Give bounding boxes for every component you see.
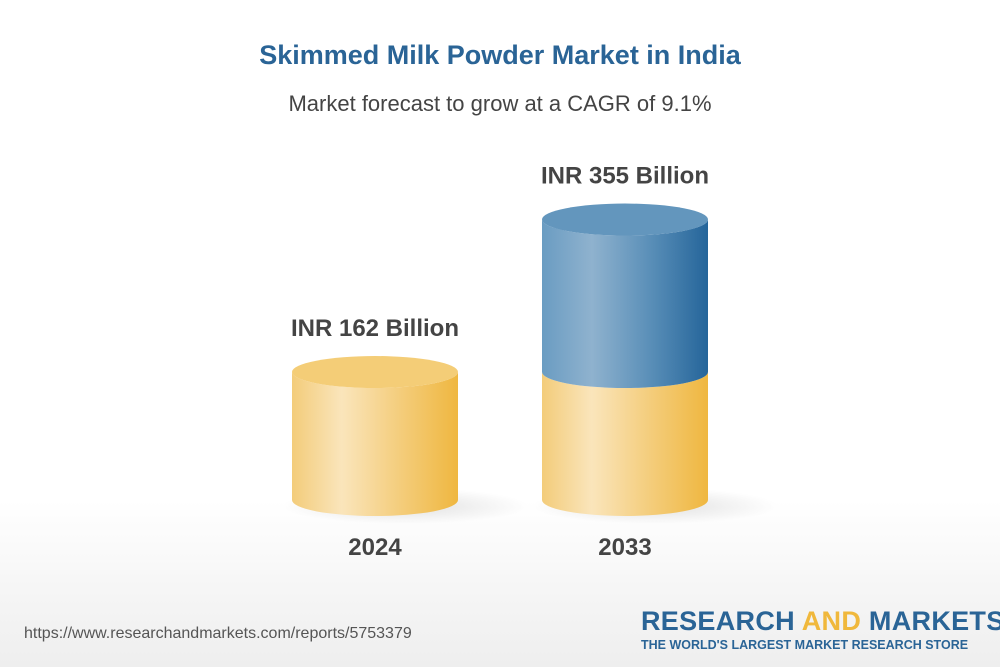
research-and-markets-logo: RESEARCH AND MARKETS THE WORLD'S LARGEST… <box>641 606 1000 652</box>
bar-2033-growth-segment <box>542 219 708 389</box>
report-url[interactable]: https://www.researchandmarkets.com/repor… <box>24 625 412 642</box>
chart-subtitle: Market forecast to grow at a CAGR of 9.1… <box>288 91 712 116</box>
bar-2033-base-segment <box>542 372 708 516</box>
logo-tagline: THE WORLD'S LARGEST MARKET RESEARCH STOR… <box>641 638 969 652</box>
bar-top-2033 <box>542 203 708 236</box>
logo-word: AND <box>801 606 862 636</box>
logo-word: RESEARCH <box>641 606 802 636</box>
data-label: INR 162 Billion <box>291 315 459 342</box>
x-tick-label: 2024 <box>348 534 402 561</box>
bar-top-2024 <box>292 356 458 389</box>
logo-word: MARKETS <box>861 606 1000 636</box>
data-label: INR 355 Billion <box>541 163 709 190</box>
chart-title: Skimmed Milk Powder Market in India <box>259 40 741 70</box>
x-tick-label: 2033 <box>598 534 651 561</box>
bar-2024 <box>292 372 458 516</box>
